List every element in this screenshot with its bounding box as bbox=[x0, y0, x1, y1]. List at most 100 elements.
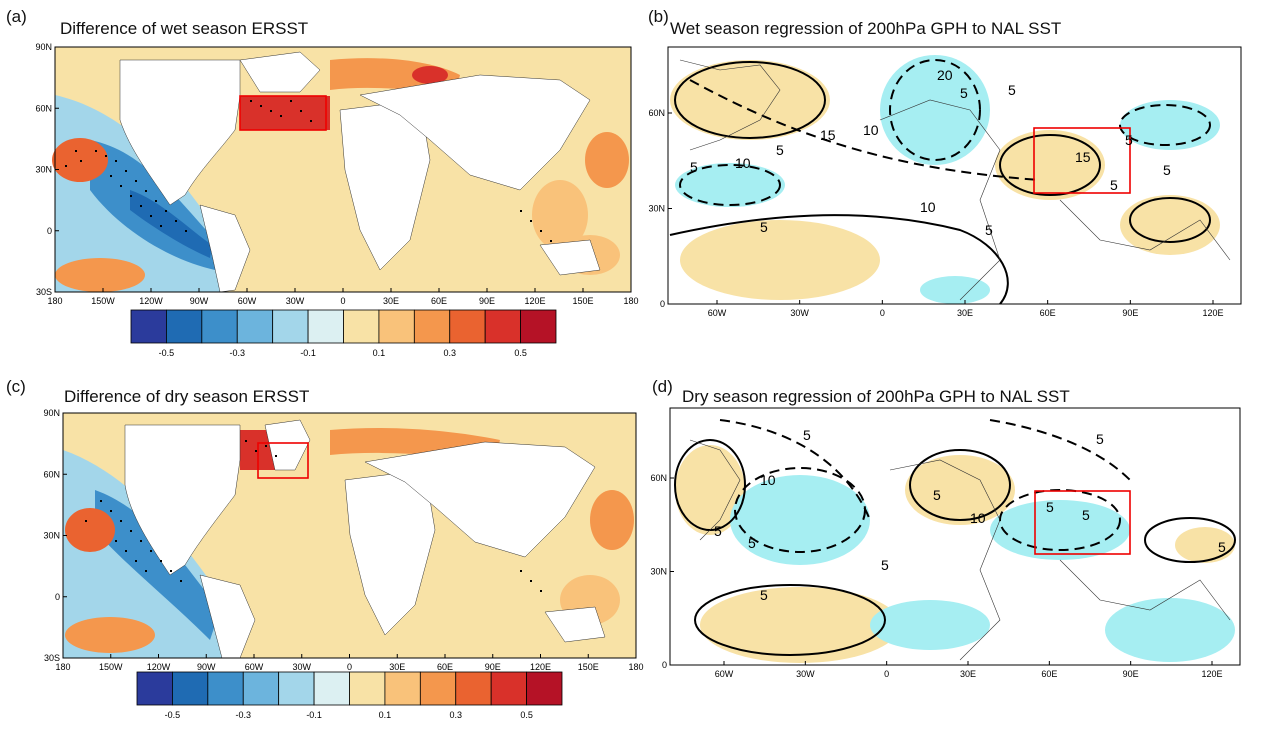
lon-label: 30E bbox=[960, 669, 976, 679]
lat-label: 30N bbox=[35, 165, 52, 175]
land-australia bbox=[539, 239, 601, 276]
contour-label: 15 bbox=[820, 127, 836, 143]
negative-area bbox=[1105, 598, 1235, 662]
lon-label: 180 bbox=[55, 662, 70, 672]
land-eurasia bbox=[364, 441, 596, 558]
lon-label: 60W bbox=[238, 296, 257, 306]
colorbar-swatch bbox=[130, 309, 167, 344]
lon-label: 180 bbox=[628, 662, 643, 672]
lon-label: 60E bbox=[1040, 308, 1056, 318]
lon-label: 120E bbox=[524, 296, 545, 306]
lon-label: 90E bbox=[1122, 308, 1138, 318]
colorbar-swatch bbox=[201, 309, 238, 344]
land-north-america bbox=[124, 424, 241, 576]
warm-region bbox=[590, 490, 634, 550]
gph-map-d: 5 10 5 5 5 10 5 5 5 5 5 5 bbox=[669, 407, 1241, 666]
lat-label: 0 bbox=[662, 660, 667, 670]
negative-area bbox=[920, 276, 990, 304]
lon-label: 0 bbox=[340, 296, 345, 306]
lon-axis: 60W 30W 0 30E 60E 90E 120E bbox=[708, 300, 1224, 318]
lat-label: 0 bbox=[660, 299, 665, 309]
colorbar-swatch bbox=[413, 309, 451, 344]
lon-label: 30W bbox=[796, 669, 815, 679]
colorbar-swatch bbox=[207, 671, 244, 706]
colorbar-swatch bbox=[307, 309, 344, 344]
lon-label: 120W bbox=[147, 662, 171, 672]
contour-label: 5 bbox=[803, 427, 811, 443]
contour-label: 5 bbox=[1218, 539, 1226, 555]
lon-label: 120E bbox=[1201, 669, 1222, 679]
positive-area bbox=[1175, 527, 1235, 563]
lon-label: 30W bbox=[286, 296, 305, 306]
colorbar-label: -0.5 bbox=[159, 348, 175, 358]
contour-label: 5 bbox=[1082, 507, 1090, 523]
positive-area bbox=[905, 455, 1015, 525]
panel-d-tag: (d) bbox=[652, 377, 673, 396]
lat-label: 30N bbox=[648, 204, 665, 214]
colorbar-swatch bbox=[236, 309, 274, 344]
negative-contours bbox=[679, 59, 1211, 206]
lon-label: 90E bbox=[479, 296, 495, 306]
lon-label: 30E bbox=[389, 662, 405, 672]
contour-labels: 5 10 5 5 5 10 5 5 5 5 5 5 bbox=[714, 427, 1226, 603]
contour-label: 5 bbox=[690, 159, 698, 175]
lon-label: 30E bbox=[383, 296, 399, 306]
lon-label: 60E bbox=[1041, 669, 1057, 679]
colorbar-label: 0.5 bbox=[514, 348, 527, 358]
panel-c-tag: (c) bbox=[6, 377, 26, 396]
lat-label: 60N bbox=[648, 108, 665, 118]
contour-label: 10 bbox=[970, 510, 986, 526]
panel-b-tag: (b) bbox=[648, 7, 669, 26]
warm-region bbox=[55, 258, 145, 292]
lon-axis: 180 150W 120W 90W 60W 30W 0 30E 60E 90E 120E 150E 18… bbox=[55, 654, 644, 672]
lat-axis: 60N 30N 0 bbox=[650, 473, 674, 670]
contour-labels: 5 10 15 20 5 10 5 5 15 5 5 10 5 5 5 bbox=[690, 67, 1171, 238]
colorbar-swatch bbox=[166, 309, 203, 344]
contour-label: 5 bbox=[776, 142, 784, 158]
positive-area bbox=[700, 587, 900, 663]
lon-label: 0 bbox=[347, 662, 352, 672]
negative-area bbox=[1120, 100, 1220, 150]
lon-label: 60W bbox=[715, 669, 734, 679]
colorbar-label: 0.3 bbox=[449, 710, 462, 720]
panel-a-title: Difference of wet season ERSST bbox=[60, 19, 308, 38]
lon-label: 120E bbox=[530, 662, 551, 672]
contour-label: 5 bbox=[760, 219, 768, 235]
lon-label: 0 bbox=[884, 669, 889, 679]
lon-label: 30W bbox=[790, 308, 809, 318]
land-australia bbox=[544, 606, 606, 643]
coastlines bbox=[689, 439, 1231, 661]
gph-map-b: 5 10 15 20 5 10 5 5 15 5 5 10 5 5 5 bbox=[667, 46, 1242, 305]
warm-region bbox=[585, 132, 629, 188]
colorbar: -0.5 -0.3 -0.1 0.1 0.3 0.5 bbox=[136, 671, 563, 720]
panel-d: (d) Dry season regression of 200hPa GPH … bbox=[650, 377, 1241, 679]
colorbar-label: 0.5 bbox=[520, 710, 533, 720]
contour-label: 5 bbox=[1096, 431, 1104, 447]
contour-label: 20 bbox=[937, 67, 953, 83]
lon-label: 90E bbox=[485, 662, 501, 672]
lat-label: 0 bbox=[47, 226, 52, 236]
colorbar-swatch bbox=[136, 671, 173, 706]
contour-label: 10 bbox=[863, 122, 879, 138]
colorbar-swatch bbox=[490, 671, 527, 706]
colorbar-swatch bbox=[278, 671, 315, 706]
colorbar-swatch bbox=[419, 671, 457, 706]
warm-region bbox=[240, 96, 330, 130]
contour-label: 10 bbox=[735, 155, 751, 171]
colorbar-label: 0.1 bbox=[373, 348, 386, 358]
panel-a-tag: (a) bbox=[6, 7, 27, 26]
lon-label: 180 bbox=[623, 296, 638, 306]
lon-label: 30W bbox=[292, 662, 311, 672]
map-b-frame bbox=[667, 46, 1242, 305]
lat-axis: 60N 30N 0 bbox=[648, 108, 672, 309]
panel-b: (b) Wet season regression of 200hPa GPH … bbox=[648, 7, 1242, 318]
lon-label: 60W bbox=[245, 662, 264, 672]
lon-label: 60W bbox=[708, 308, 727, 318]
colorbar-label: -0.3 bbox=[235, 710, 251, 720]
lon-label: 150W bbox=[91, 296, 115, 306]
contour-label: 10 bbox=[760, 472, 776, 488]
lat-label: 30S bbox=[36, 287, 52, 297]
panel-a: (a) Difference of wet season ERSST bbox=[6, 7, 639, 358]
